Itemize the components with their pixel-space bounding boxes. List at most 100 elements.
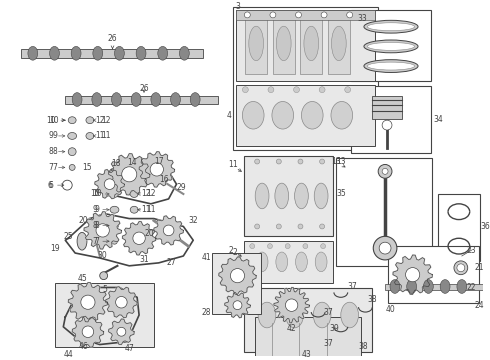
Ellipse shape: [407, 280, 416, 293]
Ellipse shape: [111, 190, 119, 197]
Circle shape: [320, 244, 325, 249]
Circle shape: [122, 167, 137, 182]
Circle shape: [255, 159, 260, 164]
Polygon shape: [68, 283, 108, 322]
Ellipse shape: [171, 93, 180, 107]
Ellipse shape: [331, 26, 346, 61]
Ellipse shape: [275, 183, 289, 209]
Text: 45: 45: [77, 274, 87, 283]
Ellipse shape: [179, 46, 189, 60]
Ellipse shape: [364, 60, 418, 72]
Bar: [236, 10, 375, 81]
Circle shape: [150, 163, 164, 176]
Circle shape: [62, 180, 72, 190]
Text: 22: 22: [467, 283, 476, 292]
Text: 4: 4: [226, 111, 231, 120]
Polygon shape: [84, 212, 122, 249]
Ellipse shape: [341, 302, 359, 328]
Text: 10: 10: [90, 189, 109, 198]
Ellipse shape: [71, 46, 81, 60]
Circle shape: [379, 242, 391, 254]
Circle shape: [303, 244, 308, 249]
Circle shape: [233, 301, 242, 310]
Text: 30: 30: [98, 252, 108, 261]
Text: 7: 7: [93, 237, 109, 246]
Text: 1: 1: [228, 160, 242, 171]
Text: 42: 42: [287, 324, 296, 333]
Circle shape: [270, 12, 276, 18]
Text: 40: 40: [385, 305, 395, 314]
Text: 41: 41: [201, 253, 211, 262]
Text: 29: 29: [176, 183, 186, 192]
Circle shape: [268, 87, 274, 93]
Circle shape: [382, 168, 388, 174]
Ellipse shape: [158, 46, 168, 60]
Text: 43: 43: [301, 350, 311, 359]
Ellipse shape: [368, 62, 415, 70]
Ellipse shape: [276, 252, 288, 272]
Circle shape: [96, 224, 109, 237]
Text: 33: 33: [358, 14, 368, 23]
Text: 11: 11: [141, 205, 151, 214]
Ellipse shape: [190, 93, 200, 107]
Ellipse shape: [110, 206, 119, 213]
Polygon shape: [95, 170, 124, 199]
Ellipse shape: [304, 26, 318, 61]
Circle shape: [319, 224, 324, 229]
Circle shape: [378, 165, 392, 178]
Circle shape: [133, 232, 146, 244]
Text: 9: 9: [52, 131, 57, 140]
Ellipse shape: [368, 23, 415, 31]
Bar: [300, 17, 322, 74]
Text: 8: 8: [95, 221, 99, 230]
Text: 27: 27: [167, 258, 176, 267]
Circle shape: [294, 87, 299, 93]
Polygon shape: [122, 221, 156, 255]
Polygon shape: [393, 255, 432, 294]
Text: 36: 36: [481, 222, 490, 231]
Polygon shape: [72, 316, 104, 347]
Circle shape: [230, 269, 245, 283]
Ellipse shape: [440, 280, 450, 293]
Text: 8: 8: [93, 221, 109, 230]
Circle shape: [116, 297, 127, 308]
Ellipse shape: [368, 42, 415, 50]
Ellipse shape: [294, 183, 308, 209]
Text: 12: 12: [95, 116, 104, 125]
Ellipse shape: [28, 46, 38, 60]
Circle shape: [104, 179, 115, 189]
Circle shape: [276, 224, 281, 229]
Circle shape: [298, 159, 303, 164]
Text: 24: 24: [475, 301, 484, 310]
Circle shape: [457, 264, 465, 272]
Ellipse shape: [295, 252, 307, 272]
Circle shape: [345, 87, 351, 93]
Text: 26: 26: [139, 84, 149, 93]
Ellipse shape: [49, 46, 59, 60]
Text: 17: 17: [154, 157, 164, 166]
Bar: [55, 283, 154, 347]
Text: 6: 6: [48, 181, 53, 190]
Text: 19: 19: [50, 244, 60, 253]
Bar: [233, 7, 378, 150]
Bar: [65, 96, 218, 104]
Bar: [388, 246, 479, 303]
Ellipse shape: [69, 165, 75, 170]
Ellipse shape: [72, 93, 82, 107]
Ellipse shape: [457, 280, 467, 293]
Text: 20: 20: [78, 216, 88, 225]
Text: 38: 38: [359, 342, 368, 351]
Polygon shape: [219, 257, 256, 294]
Text: 12: 12: [138, 189, 156, 198]
Circle shape: [319, 159, 324, 164]
Ellipse shape: [390, 280, 400, 293]
Ellipse shape: [256, 252, 268, 272]
Ellipse shape: [258, 302, 276, 328]
Bar: [351, 10, 431, 81]
Ellipse shape: [111, 221, 119, 229]
Text: 13: 13: [331, 157, 345, 167]
Text: 2: 2: [228, 246, 241, 256]
Text: 9: 9: [95, 205, 99, 214]
Ellipse shape: [301, 102, 323, 129]
Bar: [328, 17, 350, 74]
